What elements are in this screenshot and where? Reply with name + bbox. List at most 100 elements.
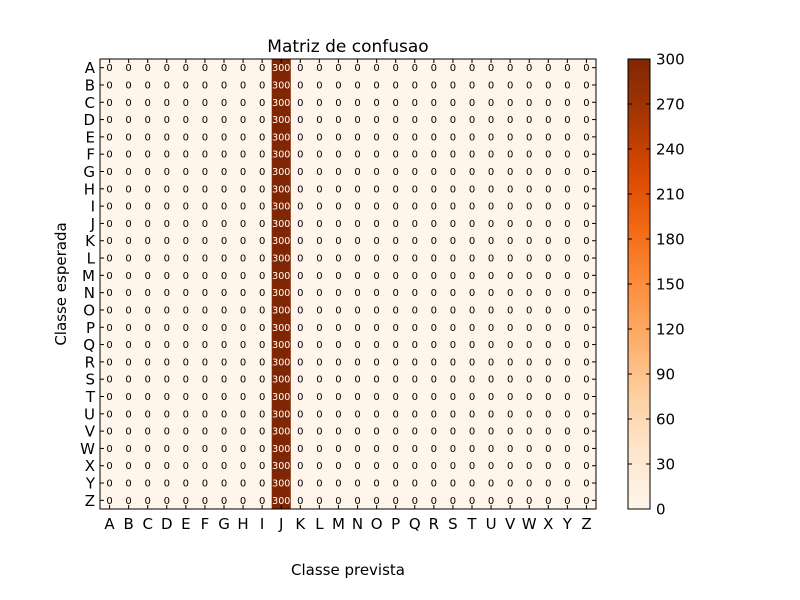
cell-P-B [119,318,139,337]
cell-C-J [271,93,292,112]
colorbar-tick-label-60: 60 [656,411,675,429]
cell-label-E-C: 0 [145,132,151,143]
cell-label-Z-W: 0 [526,496,532,507]
cell-O-P [386,301,406,319]
cell-label-T-N: 0 [354,392,360,403]
cell-label-H-A: 0 [106,184,112,195]
cell-F-A [100,145,120,164]
cell-label-P-D: 0 [164,323,170,334]
cell-label-D-R: 0 [431,115,437,126]
cell-label-B-D: 0 [164,80,170,91]
cell-label-I-M: 0 [335,202,341,213]
cell-E-Q [405,128,425,146]
cell-label-X-G: 0 [221,461,227,472]
cell-label-B-W: 0 [526,80,532,91]
cell-T-W [519,387,540,406]
cell-label-G-M: 0 [335,167,341,178]
cell-M-M [328,266,349,285]
cell-N-B [119,284,139,302]
cell-A-J [271,59,292,77]
cell-W-F [195,439,215,458]
cell-label-N-N: 0 [354,288,360,299]
cell-M-Q [405,266,425,285]
cell-label-Y-I: 0 [259,479,265,490]
cell-R-R [424,353,444,371]
cell-label-K-A: 0 [106,236,112,247]
cell-P-Q [405,318,425,337]
cell-B-D [157,76,177,94]
cell-R-P [386,353,406,371]
cell-S-R [424,370,444,389]
cell-N-H [233,284,253,302]
cell-P-L [309,318,330,337]
cell-label-U-K: 0 [297,409,303,420]
x-tick-label-Z: Z [581,515,591,533]
cell-J-S [443,214,463,233]
cell-M-E [176,266,196,285]
cell-Q-T [462,335,482,354]
cell-U-N [348,405,368,423]
cell-Y-K [290,474,311,492]
cell-N-N [348,284,368,302]
cell-J-D [157,214,177,233]
cell-Y-I [252,474,272,492]
cell-label-B-I: 0 [259,80,265,91]
cell-B-J [271,76,292,94]
cell-label-N-Z: 0 [583,288,589,299]
cell-B-O [367,76,387,94]
cell-F-N [348,145,368,164]
cell-R-K [290,353,311,371]
cell-G-Q [405,162,425,181]
cell-Z-W [519,491,540,510]
cell-label-D-J: 300 [272,115,290,126]
cell-K-T [462,232,482,250]
cell-A-N [348,59,368,77]
cell-K-J [271,232,292,250]
cell-label-S-X: 0 [545,375,551,386]
cell-label-P-Q: 0 [412,323,418,334]
cell-K-X [538,232,559,250]
cell-label-C-D: 0 [164,98,170,109]
cell-G-G [214,162,234,181]
cell-X-W [519,457,540,475]
cell-label-Y-P: 0 [393,479,399,490]
cell-I-W [519,197,540,216]
cell-A-R [424,59,444,77]
cell-T-K [290,387,311,406]
cell-G-K [290,162,311,181]
cell-I-S [443,197,463,216]
cell-H-O [367,180,387,198]
cell-label-H-I: 0 [259,184,265,195]
cell-label-A-N: 0 [354,63,360,74]
y-tick-label-S: S [85,371,95,389]
cell-label-Q-M: 0 [335,340,341,351]
cell-label-V-F: 0 [202,427,208,438]
cell-X-G [214,457,234,475]
y-tick-label-K: K [85,232,96,250]
cell-label-P-K: 0 [297,323,303,334]
cell-label-A-V: 0 [507,63,513,74]
cell-I-D [157,197,177,216]
cell-O-T [462,301,482,319]
cell-label-Y-K: 0 [297,479,303,490]
cell-label-I-H: 0 [240,202,246,213]
cell-A-E [176,59,196,77]
cell-N-X [538,284,559,302]
cell-label-F-C: 0 [145,150,151,161]
cell-label-O-Y: 0 [564,305,570,316]
cell-D-K [290,110,311,129]
cell-J-L [309,214,330,233]
cell-label-G-Z: 0 [583,167,589,178]
cell-R-N [348,353,368,371]
cell-W-A [100,439,120,458]
cell-J-P [386,214,406,233]
cell-L-N [348,249,368,267]
cell-Y-Y [557,474,578,492]
cell-label-W-W: 0 [526,444,532,455]
cell-L-M [328,249,349,267]
cell-F-Z [576,145,597,164]
cell-N-J [271,284,292,302]
cell-label-F-D: 0 [164,150,170,161]
cell-label-X-R: 0 [431,461,437,472]
cell-T-G [214,387,234,406]
